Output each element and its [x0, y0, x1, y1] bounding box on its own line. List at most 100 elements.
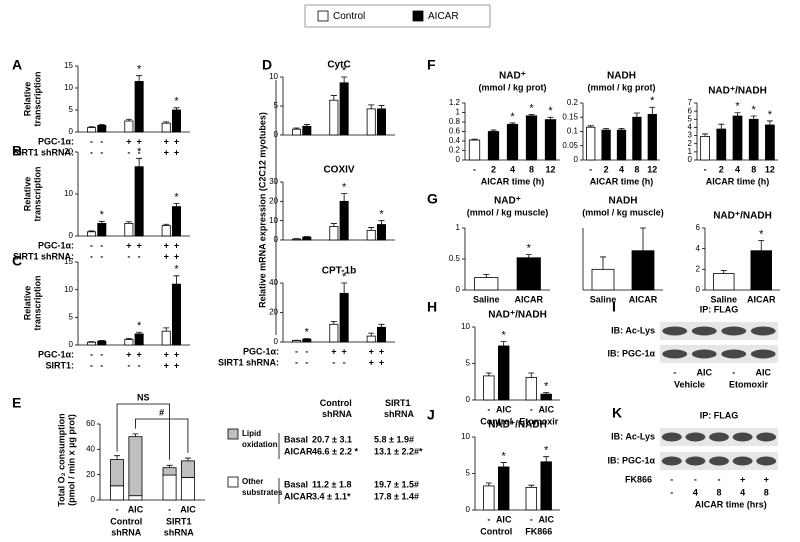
x-tick-label: - [530, 514, 533, 524]
y-tick-label: 40 [269, 278, 278, 287]
row-label: SIRT1: [45, 360, 74, 370]
row-value: - [138, 147, 141, 157]
error-bar [471, 138, 478, 141]
error-bar [485, 372, 492, 376]
bar [487, 131, 500, 161]
y-tick-label: 0 [274, 337, 279, 346]
significance-mark: * [137, 146, 142, 158]
treatment-value: - [694, 474, 697, 484]
row-value: - [295, 346, 298, 356]
panel-letter: C [12, 253, 22, 269]
table-header: Control shRNA [320, 398, 355, 419]
legend-label: Other substrates [242, 477, 283, 497]
bar [124, 120, 134, 133]
significance-mark: * [548, 105, 553, 117]
row-value: + [126, 136, 131, 146]
error-bar [125, 221, 132, 224]
y-tick-label: 3 [688, 131, 693, 140]
error-bar [718, 123, 725, 130]
bar [540, 461, 552, 511]
bar [525, 486, 538, 511]
row-value: + [174, 360, 179, 370]
bar [700, 135, 710, 161]
y-tick-label: 5 [69, 105, 74, 114]
error-bar [587, 125, 594, 128]
group-label: Etomoxir [519, 416, 559, 426]
error-bar [163, 223, 170, 226]
y-tick-label: 0 [574, 155, 579, 164]
error-bar [125, 337, 132, 340]
error-bar [132, 433, 139, 437]
row-value: - [90, 136, 93, 146]
table-cell: 17.8 ± 1.4# [374, 491, 419, 501]
y-tick-label: 0.4 [449, 136, 461, 145]
band [662, 326, 688, 336]
lane-label: - [673, 367, 676, 377]
x-axis-label: AICAR time (h) [706, 176, 770, 186]
y-tick-label: 10 [269, 72, 278, 81]
error-bar [303, 236, 310, 238]
bar-segment [128, 436, 143, 497]
error-bar [378, 220, 385, 225]
lane-label: 4 [740, 487, 745, 497]
error-bar [525, 254, 532, 258]
error-bar [500, 462, 507, 467]
error-bar [702, 133, 709, 137]
significance-mark: * [137, 320, 142, 332]
bar [376, 108, 386, 136]
significance-mark: * [768, 109, 773, 121]
bracket [135, 418, 189, 453]
y-tick-label: 0 [466, 395, 471, 404]
y-tick-label: 10 [64, 285, 73, 294]
y-tick-label: 10 [461, 432, 470, 441]
lane-label: - [670, 487, 673, 497]
x-axis-label: AICAR time (hrs) [695, 499, 767, 509]
y-tick-label: 0.05 [562, 141, 578, 150]
blot-title: IP: FLAG [700, 410, 739, 420]
row-value: + [369, 357, 374, 367]
significance-mark: * [759, 228, 764, 240]
y-axis-label: transcription [32, 166, 42, 221]
y-tick-label: 10 [461, 322, 470, 331]
y-tick-label: 0 [456, 155, 461, 164]
row-value: - [295, 357, 298, 367]
error-bar [528, 484, 535, 488]
legend-label: Control [333, 11, 365, 22]
table-header: SIRT1 shRNA [384, 398, 415, 419]
lane-label: 4 [693, 487, 698, 497]
row-value: + [164, 147, 169, 157]
row-label: PGC-1α: [38, 240, 74, 250]
row-value: - [90, 240, 93, 250]
x-tick-label: 4 [619, 164, 624, 174]
error-bar [330, 223, 337, 227]
lane-label: AIC [697, 367, 713, 377]
error-bar [720, 269, 727, 274]
x-axis-label: AICAR time (h) [481, 176, 545, 186]
x-tick-label: AIC [496, 514, 512, 524]
row-value: + [174, 136, 179, 146]
y-tick-label: 10 [269, 216, 278, 225]
error-bar [543, 456, 550, 462]
error-bar [341, 193, 348, 202]
bar [647, 114, 657, 161]
y-tick-label: 4 [696, 244, 701, 253]
y-tick-label: 10 [64, 189, 73, 198]
bar [540, 393, 552, 401]
legend-box [304, 4, 491, 28]
error-bar [341, 76, 348, 83]
bar [591, 268, 615, 291]
row-value: + [379, 357, 384, 367]
error-bar [528, 372, 535, 378]
bar [732, 115, 743, 161]
y-tick-label: 0 [69, 340, 74, 349]
chart-title: COXIV [323, 165, 354, 176]
error-bar [543, 392, 550, 395]
error-bar [136, 331, 143, 334]
bracket-label: # [159, 407, 164, 417]
significance-mark: * [650, 95, 655, 107]
lane-label: - [732, 367, 735, 377]
panel-letter: B [12, 143, 22, 159]
error-bar [750, 115, 757, 120]
significance-mark: * [174, 192, 179, 204]
bar [171, 109, 181, 133]
